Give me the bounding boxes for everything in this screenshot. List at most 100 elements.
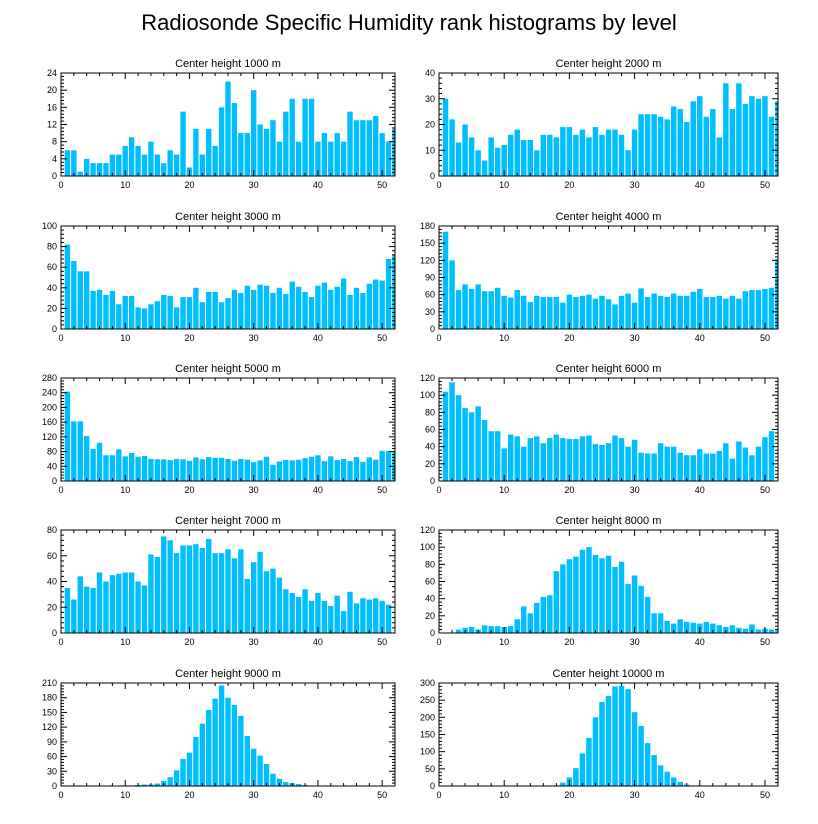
histogram-bar xyxy=(455,142,462,176)
histogram-bar xyxy=(64,391,71,481)
histogram-bar xyxy=(631,302,638,329)
histogram-bar xyxy=(768,287,775,329)
y-tick-label: 16 xyxy=(47,102,57,112)
histogram-bar xyxy=(308,98,315,176)
y-tick-label: 50 xyxy=(425,764,435,774)
histogram-bar xyxy=(703,621,710,633)
histogram-bar xyxy=(462,124,468,176)
x-tick-label: 30 xyxy=(630,180,640,190)
histogram-bar xyxy=(347,111,353,176)
x-tick-label: 0 xyxy=(436,180,441,190)
histogram-bar xyxy=(455,395,462,481)
histogram-bar xyxy=(96,163,103,176)
chart-panel: Center height 7000 m 0 10 20 30 40 50 0 20 40 60 80 xyxy=(47,515,396,647)
histogram-bar xyxy=(488,626,494,633)
x-tick-label: 40 xyxy=(313,180,323,190)
x-tick-label: 40 xyxy=(695,790,705,800)
y-tick-label: 80 xyxy=(47,525,57,535)
histogram-bar xyxy=(366,120,373,176)
histogram-bar xyxy=(231,103,238,176)
histogram-bar xyxy=(468,137,475,176)
histogram-bar xyxy=(206,128,212,176)
histogram-bar xyxy=(366,283,373,329)
histogram-bar xyxy=(755,629,762,633)
histogram-bar xyxy=(263,763,270,786)
x-tick-label: 0 xyxy=(58,180,63,190)
histogram-bar xyxy=(173,458,180,481)
y-tick-label: 4 xyxy=(52,154,57,164)
y-tick-label: 60 xyxy=(425,577,435,587)
histogram-bar xyxy=(481,291,488,329)
histogram-bar xyxy=(206,709,212,786)
histogram-bar xyxy=(612,304,618,329)
histogram-bar xyxy=(373,459,379,481)
histogram-bar xyxy=(664,296,670,329)
histogram-bar xyxy=(122,456,128,481)
histogram-bar xyxy=(289,281,295,329)
histogram-bar xyxy=(657,765,664,786)
histogram-bar xyxy=(573,556,579,633)
histogram-bar xyxy=(579,295,586,329)
histogram-bar xyxy=(180,759,186,786)
histogram-bar xyxy=(631,575,638,633)
histogram-bar xyxy=(605,299,612,329)
histogram-bar xyxy=(379,133,385,176)
chart-panel: Center height 2000 m 0 10 20 30 40 50 0 10 20 30 40 xyxy=(425,58,779,190)
histogram-bar xyxy=(167,150,173,176)
histogram-bar xyxy=(644,114,651,176)
histogram-bar xyxy=(199,459,206,481)
histogram-bar xyxy=(225,81,231,176)
histogram-bar xyxy=(638,114,644,176)
y-tick-label: 240 xyxy=(42,388,57,398)
y-tick-label: 60 xyxy=(425,290,435,300)
histogram-bar xyxy=(173,154,180,176)
histogram-bar xyxy=(507,134,514,176)
histogram-bar xyxy=(612,435,618,481)
histogram-bar xyxy=(161,295,167,329)
histogram-bar xyxy=(295,784,302,786)
histogram-bar xyxy=(302,98,308,176)
histogram-bar xyxy=(360,292,366,329)
histogram-bar xyxy=(618,134,625,176)
x-tick-label: 10 xyxy=(120,790,130,800)
panel-title: Center height 5000 m xyxy=(175,363,281,375)
histogram-bar xyxy=(334,133,340,176)
y-tick-label: 30 xyxy=(47,766,57,776)
histogram-bar xyxy=(238,292,244,329)
histogram-bar xyxy=(527,613,534,633)
x-tick-label: 30 xyxy=(249,180,259,190)
histogram-bar xyxy=(592,298,599,329)
x-tick-label: 40 xyxy=(313,637,323,647)
histogram-bar xyxy=(755,98,762,176)
histogram-bar xyxy=(683,295,690,329)
histogram-bar xyxy=(573,296,579,329)
y-tick-label: 180 xyxy=(42,693,57,703)
histogram-bar xyxy=(238,458,244,481)
histogram-bar xyxy=(257,551,263,633)
histogram-bar xyxy=(276,461,283,481)
histogram-bar xyxy=(540,596,547,633)
histogram-bar xyxy=(295,141,302,176)
histogram-bar xyxy=(723,443,729,481)
histogram-bar xyxy=(199,302,206,329)
histogram-bar xyxy=(263,571,270,633)
histogram-bar xyxy=(670,293,677,329)
histogram-bar xyxy=(186,297,193,329)
histogram-bar xyxy=(534,602,540,633)
histogram-bar xyxy=(599,558,605,633)
histogram-bar xyxy=(586,547,592,633)
histogram-bar xyxy=(651,613,657,633)
histogram-bar xyxy=(276,577,283,633)
histogram-bar xyxy=(723,298,729,329)
histogram-bar xyxy=(775,630,778,633)
histogram-bar xyxy=(302,458,308,481)
histogram-bar xyxy=(360,598,366,633)
histogram-bar xyxy=(521,606,527,633)
histogram-bar xyxy=(154,459,161,481)
histogram-bar xyxy=(186,752,193,786)
histogram-bar xyxy=(96,572,103,633)
histogram-bar xyxy=(736,83,742,176)
histogram-bar xyxy=(775,101,778,176)
histogram-bar xyxy=(592,127,599,176)
x-tick-label: 40 xyxy=(695,333,705,343)
